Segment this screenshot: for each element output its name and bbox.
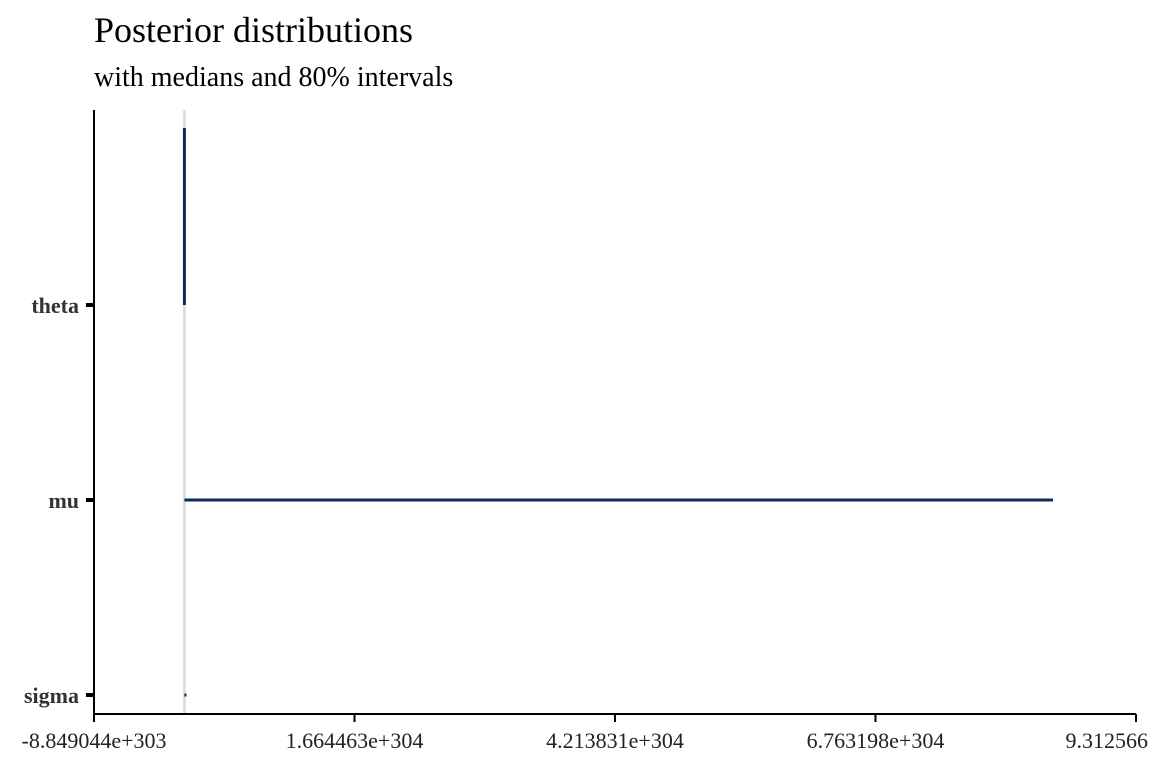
y-tick-label-mu: mu [48, 488, 79, 513]
x-tick-label-1: 1.664463e+304 [286, 728, 424, 753]
x-tick-label-4: 9.312566 [1066, 728, 1149, 753]
y-axis: theta mu sigma [24, 293, 94, 708]
chart-title: Posterior distributions [94, 10, 413, 50]
x-axis: -8.849044e+303 1.664463e+304 4.213831e+304… [22, 714, 1149, 753]
chart-subtitle: with medians and 80% intervals [94, 62, 453, 93]
y-tick-label-sigma: sigma [24, 683, 79, 708]
x-tick-label-2: 4.213831e+304 [546, 728, 684, 753]
y-tick-label-theta: theta [31, 293, 79, 318]
x-tick-label-3: 6.763198e+304 [807, 728, 945, 753]
x-tick-label-0: -8.849044e+303 [22, 728, 167, 753]
intervals-layer [182, 128, 1053, 697]
